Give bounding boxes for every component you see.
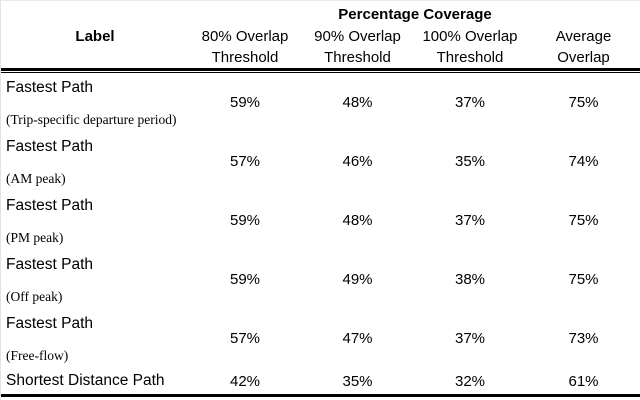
row-label-cell: Fastest Path (Free-flow) (1, 309, 189, 368)
column-header-line1: 80% Overlap (201, 28, 289, 45)
bottom-rule (1, 394, 640, 397)
row-label: Fastest Path (6, 315, 94, 332)
table-row: Shortest Distance Path 42% 35% 32% 61% (1, 368, 640, 394)
row-label-cell: Fastest Path (Off peak) (1, 250, 189, 309)
cell-100-overlap: 37% (454, 330, 486, 347)
cell-90-overlap: 48% (342, 94, 373, 111)
table-row: Fastest Path (PM peak) 59% 48% 37% 75% (1, 191, 640, 250)
cell-90-overlap: 35% (342, 372, 373, 390)
cell-80-overlap: 57% (229, 153, 261, 170)
cell-90-overlap: 46% (342, 153, 373, 170)
header-rule-thin (1, 72, 640, 73)
cell-100-overlap: 35% (454, 153, 486, 170)
row-sublabel: (Trip-specific departure period) (6, 112, 177, 127)
cell-100-overlap: 38% (454, 271, 486, 288)
column-header-90-overlap: 90% Overlap Threshold (301, 26, 414, 68)
cell-average-overlap: 73% (568, 330, 599, 347)
cell-average-overlap: 74% (568, 153, 599, 170)
column-header-label: Label (75, 28, 115, 45)
table-row: Fastest Path (Trip-specific departure pe… (1, 73, 640, 132)
column-header-average-overlap: Average Overlap (526, 26, 640, 68)
column-header-line2: Threshold (324, 49, 391, 66)
row-label: Fastest Path (6, 256, 94, 273)
row-label-cell: Fastest Path (PM peak) (1, 191, 189, 250)
row-label-cell: Shortest Distance Path (1, 368, 189, 394)
cell-average-overlap: 75% (568, 212, 599, 229)
column-header-row: Label 80% Overlap Threshold 90% Overlap … (1, 26, 640, 68)
row-sublabel: (Off peak) (6, 289, 63, 304)
row-label: Fastest Path (6, 79, 94, 96)
column-header-80-overlap: 80% Overlap Threshold (189, 26, 301, 68)
cell-average-overlap: 75% (568, 94, 599, 111)
header-rule-thick (1, 68, 640, 71)
cell-average-overlap: 75% (568, 271, 599, 288)
column-header-line1: Average (555, 28, 612, 45)
column-header-line2: Overlap (557, 49, 610, 66)
cell-100-overlap: 37% (454, 94, 486, 111)
row-sublabel: (PM peak) (6, 230, 64, 245)
row-label-cell: Fastest Path (AM peak) (1, 132, 189, 191)
cell-90-overlap: 48% (342, 212, 373, 229)
cell-80-overlap: 59% (229, 94, 261, 111)
cell-80-overlap: 57% (229, 330, 261, 347)
table-header: Percentage Coverage Label 80% Overlap Th… (1, 1, 640, 68)
header-rule-gap (1, 71, 640, 72)
cell-80-overlap: 42% (229, 372, 261, 390)
group-header-row: Percentage Coverage (1, 3, 640, 26)
row-label: Shortest Distance Path (6, 372, 165, 389)
group-header-spacer (1, 3, 189, 26)
group-header-title: Percentage Coverage (338, 6, 492, 23)
column-header-100-overlap: 100% Overlap Threshold (414, 26, 526, 68)
cell-90-overlap: 49% (342, 271, 373, 288)
table-row: Fastest Path (AM peak) 57% 46% 35% 74% (1, 132, 640, 191)
cell-80-overlap: 59% (229, 212, 261, 229)
cell-80-overlap: 59% (229, 271, 261, 288)
cell-100-overlap: 37% (454, 212, 486, 229)
cell-average-overlap: 61% (568, 372, 599, 390)
row-label-cell: Fastest Path (Trip-specific departure pe… (1, 73, 189, 132)
cell-90-overlap: 47% (342, 330, 373, 347)
column-header-line1: 100% Overlap (422, 28, 518, 45)
column-header-line2: Threshold (211, 49, 279, 66)
column-header-line2: Threshold (436, 49, 504, 66)
row-label: Fastest Path (6, 138, 94, 155)
column-header-line1: 90% Overlap (314, 28, 401, 45)
table-row: Fastest Path (Off peak) 59% 49% 38% 75% (1, 250, 640, 309)
table-row: Fastest Path (Free-flow) 57% 47% 37% 73% (1, 309, 640, 368)
row-label: Fastest Path (6, 197, 94, 214)
cell-100-overlap: 32% (454, 372, 486, 390)
row-sublabel: (AM peak) (6, 171, 66, 186)
row-sublabel: (Free-flow) (6, 348, 69, 363)
